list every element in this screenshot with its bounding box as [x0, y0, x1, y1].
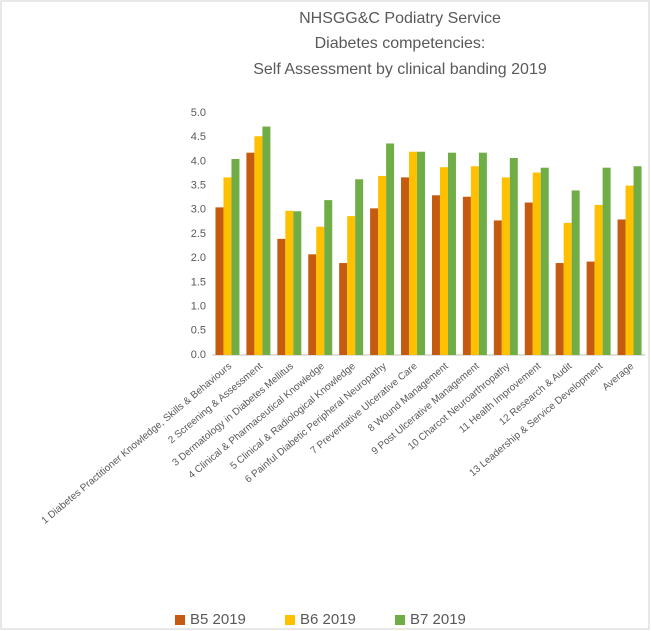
- bar: [378, 175, 387, 355]
- bar: [223, 177, 232, 355]
- bar: [293, 211, 302, 355]
- bar: [417, 151, 426, 355]
- bar: [401, 177, 410, 355]
- bar: [246, 152, 255, 355]
- bar: [277, 238, 286, 355]
- y-tick-label: 1.0: [191, 301, 206, 313]
- bar: [524, 202, 533, 355]
- bar: [262, 126, 271, 355]
- bar: [540, 167, 549, 355]
- bar: [339, 263, 348, 355]
- bar: [594, 204, 603, 355]
- bar: [470, 166, 479, 355]
- bar: [409, 151, 418, 355]
- legend-label: B6 2019: [300, 611, 356, 628]
- bar: [532, 172, 541, 355]
- bar: [355, 179, 364, 355]
- chart-title: NHSGG&C Podiatry Service: [299, 10, 501, 27]
- legend-swatch: [395, 615, 405, 625]
- bar: [447, 152, 456, 355]
- bar: [633, 166, 642, 355]
- legend-swatch: [175, 615, 185, 625]
- bar: [571, 190, 580, 355]
- y-tick-label: 3.5: [191, 180, 206, 192]
- bar: [215, 207, 224, 355]
- bar: [462, 196, 471, 355]
- bar: [347, 216, 356, 355]
- y-tick-label: 4.0: [191, 155, 206, 167]
- bar: [431, 195, 440, 355]
- bar: [316, 226, 325, 355]
- y-tick-label: 5.0: [191, 107, 206, 119]
- legend-label: B7 2019: [410, 611, 466, 628]
- bar: [555, 263, 564, 355]
- bar: [509, 158, 518, 355]
- legend-label: B5 2019: [190, 611, 246, 628]
- y-tick-label: 0.5: [191, 325, 206, 337]
- bar: [602, 167, 611, 355]
- y-tick-label: 3.0: [191, 204, 206, 216]
- bar: [501, 177, 510, 355]
- bar: [617, 219, 626, 355]
- bar: [439, 167, 448, 355]
- bar: [308, 254, 317, 355]
- legend-swatch: [285, 615, 295, 625]
- y-tick-label: 2.0: [191, 252, 206, 264]
- bar: [478, 152, 487, 355]
- y-tick-label: 2.5: [191, 228, 206, 240]
- bar: [563, 222, 572, 355]
- y-tick-label: 0.0: [191, 349, 206, 361]
- bar: [586, 261, 595, 355]
- bar: [370, 208, 379, 355]
- bar: [625, 185, 634, 355]
- bar: [285, 210, 294, 355]
- y-tick-label: 4.5: [191, 131, 206, 143]
- bar: [324, 200, 333, 355]
- chart-title: Diabetes competencies:: [315, 35, 486, 52]
- bar: [254, 136, 263, 355]
- bar: [493, 220, 502, 355]
- y-tick-label: 1.5: [191, 276, 206, 288]
- chart-title: Self Assessment by clinical banding 2019: [253, 61, 547, 78]
- bar: [386, 143, 395, 355]
- bar: [231, 158, 240, 355]
